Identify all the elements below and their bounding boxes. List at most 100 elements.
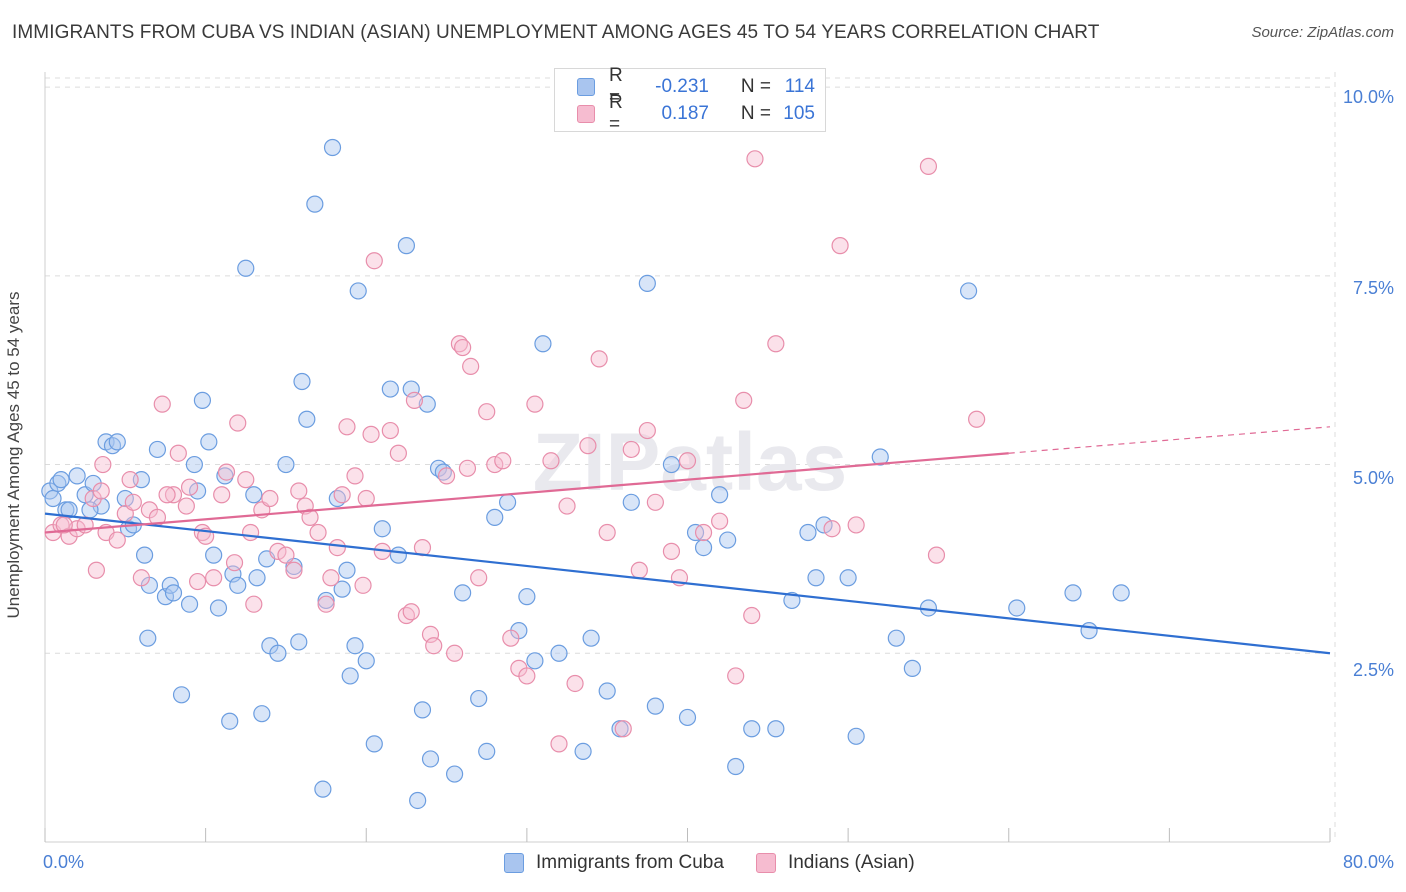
indian-point bbox=[767, 335, 785, 353]
cuba-point bbox=[200, 433, 218, 451]
cuba-point bbox=[164, 584, 183, 602]
r-value: -0.231 bbox=[655, 76, 709, 97]
cuba-point bbox=[711, 486, 729, 504]
cuba-point bbox=[719, 531, 737, 549]
indian-point bbox=[919, 157, 938, 175]
cuba-point bbox=[662, 455, 681, 474]
r-value: 0.187 bbox=[661, 103, 709, 124]
indian-trend-line-extension bbox=[1008, 426, 1331, 454]
indian-point bbox=[229, 414, 247, 432]
legend-item-cuba: Immigrants from Cuba bbox=[504, 852, 724, 874]
legend-label: Immigrants from Cuba bbox=[536, 852, 724, 873]
indian-point bbox=[225, 554, 244, 572]
cuba-point bbox=[357, 652, 375, 670]
indian-point bbox=[502, 629, 520, 647]
indian-point bbox=[458, 459, 477, 477]
cuba-point bbox=[1064, 584, 1082, 602]
indian-point bbox=[346, 467, 364, 485]
indian-point bbox=[590, 350, 608, 368]
cuba-point bbox=[959, 282, 978, 300]
indian-point bbox=[94, 455, 112, 474]
cuba-point bbox=[338, 561, 356, 579]
x-tick-label: 0.0% bbox=[43, 852, 85, 872]
cuba-point bbox=[783, 591, 801, 610]
cuba-point bbox=[209, 599, 228, 617]
cuba-point bbox=[550, 644, 568, 662]
cuba-point bbox=[381, 380, 399, 398]
indian-point bbox=[542, 452, 560, 470]
cuba-point bbox=[180, 595, 199, 613]
indian-point bbox=[169, 444, 187, 462]
cuba-point bbox=[445, 765, 464, 783]
indian-point bbox=[153, 395, 171, 413]
cuba-point bbox=[478, 742, 496, 761]
cuba-point bbox=[185, 455, 203, 474]
indian-point bbox=[328, 538, 346, 557]
indian-point bbox=[180, 478, 199, 496]
cuba-point bbox=[582, 629, 600, 647]
cuba-point bbox=[402, 380, 420, 398]
indian-point bbox=[301, 508, 319, 526]
indian-point bbox=[678, 452, 697, 470]
indian-point bbox=[614, 720, 632, 738]
cuba-point bbox=[903, 659, 921, 677]
series-legend: Immigrants from Cuba Indians (Asian) bbox=[504, 852, 947, 874]
indian-point bbox=[425, 637, 443, 655]
indian-point bbox=[735, 391, 753, 409]
cuba-point bbox=[229, 576, 247, 594]
legend-row-cuba: R = -0.231 N = 114 bbox=[577, 65, 815, 108]
indian-point bbox=[87, 561, 106, 579]
cuba-point bbox=[807, 569, 825, 587]
indian-point bbox=[445, 644, 464, 662]
correlation-legend: R = -0.231 N = 114 R = 0.187 N = 105 bbox=[554, 65, 826, 135]
cuba-point bbox=[454, 584, 472, 602]
indian-point bbox=[462, 357, 480, 376]
cuba-point bbox=[188, 482, 207, 500]
cuba-swatch bbox=[504, 853, 524, 873]
indian-point bbox=[727, 667, 745, 685]
indian-point bbox=[622, 440, 640, 459]
cuba-point bbox=[317, 591, 335, 610]
cuba-point bbox=[839, 569, 857, 587]
indian-point bbox=[217, 463, 236, 481]
indian-point bbox=[188, 572, 207, 591]
cuba-point bbox=[269, 644, 287, 662]
cuba-point bbox=[518, 588, 536, 606]
cuba-point bbox=[245, 486, 263, 504]
indian-point bbox=[550, 735, 568, 753]
cuba-point bbox=[346, 637, 364, 655]
indian-point bbox=[968, 410, 986, 428]
indian-point bbox=[333, 486, 351, 504]
indian-point bbox=[478, 403, 496, 421]
cuba-point bbox=[1080, 622, 1098, 640]
cuba-point bbox=[172, 686, 191, 704]
y-tick-label: 7.5% bbox=[1352, 278, 1394, 298]
cuba-point bbox=[1008, 599, 1026, 617]
indian-point bbox=[662, 542, 681, 560]
cuba-point bbox=[333, 580, 351, 598]
indian-point bbox=[598, 523, 616, 542]
cuba-point bbox=[486, 508, 504, 526]
indian-point bbox=[108, 531, 126, 549]
indian-swatch bbox=[755, 853, 776, 873]
indian-point bbox=[290, 482, 308, 500]
cuba-point bbox=[418, 395, 436, 413]
indian-point bbox=[711, 512, 729, 530]
indian-point bbox=[847, 516, 865, 534]
indian-point bbox=[694, 523, 713, 542]
trend-lines bbox=[44, 426, 1331, 655]
indian-point bbox=[261, 489, 279, 508]
x-tick-label: 80.0% bbox=[1342, 852, 1394, 872]
cuba-point bbox=[421, 750, 440, 768]
cuba-point bbox=[139, 629, 157, 647]
cuba-point bbox=[248, 569, 266, 587]
indian-point bbox=[357, 489, 375, 508]
indian-point bbox=[164, 486, 183, 504]
cuba-point bbox=[743, 720, 761, 738]
indian-point bbox=[437, 467, 456, 485]
cuba-point bbox=[221, 712, 239, 730]
indian-point bbox=[526, 395, 544, 413]
cuba-point bbox=[887, 629, 905, 647]
indian-point bbox=[421, 625, 440, 644]
cuba-point bbox=[413, 701, 432, 719]
